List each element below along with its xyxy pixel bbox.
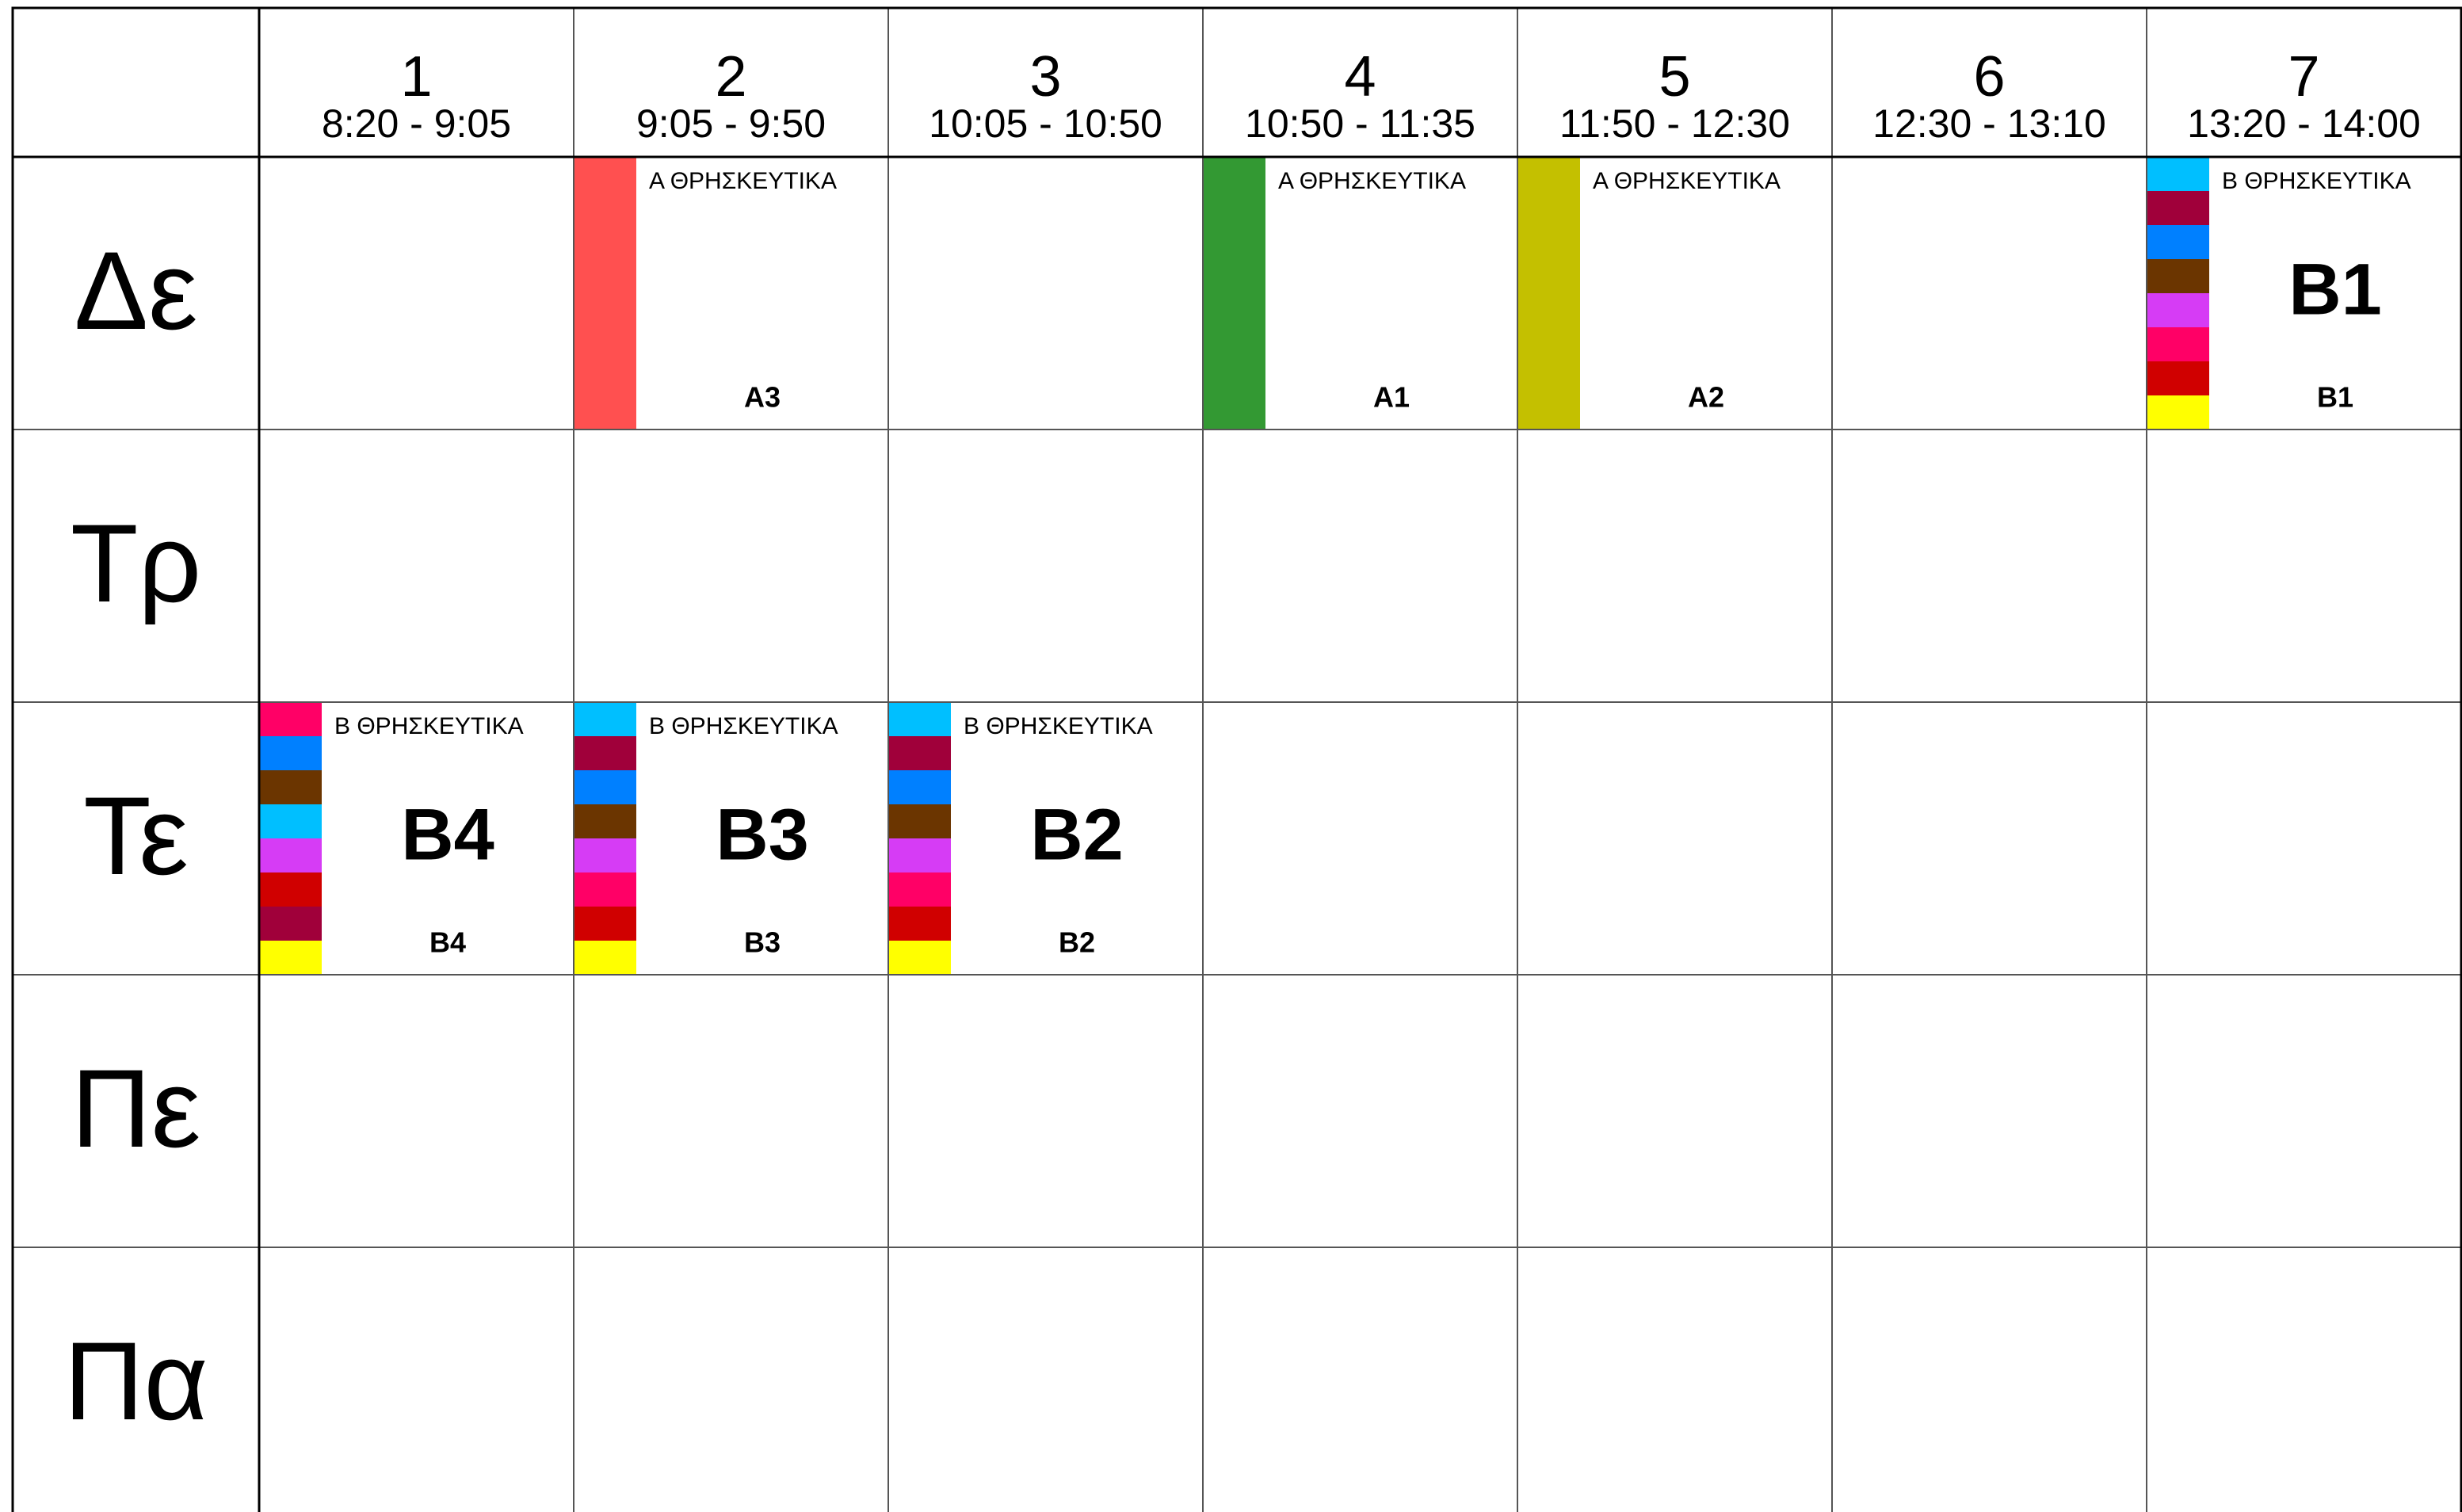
color-stripe — [574, 838, 636, 873]
color-stripe — [888, 872, 951, 907]
color-stripe — [888, 702, 951, 737]
period-time: 9:05 - 9:50 — [636, 101, 826, 146]
color-stripe — [259, 941, 322, 976]
period-number: 5 — [1659, 45, 1690, 109]
day-label: Τρ — [71, 501, 201, 625]
color-stripe — [2147, 395, 2209, 430]
color-stripe — [574, 941, 636, 976]
period-number: 6 — [1973, 45, 2005, 109]
subject-label: Α ΘΡΗΣΚΕΥΤΙΚΑ — [1593, 168, 1781, 194]
color-stripe — [2147, 225, 2209, 260]
color-stripe — [888, 804, 951, 839]
day-label: Τε — [83, 773, 189, 898]
color-stripe — [574, 157, 636, 430]
period-number: 3 — [1029, 45, 1061, 109]
subject-label: Α ΘΡΗΣΚΕΥΤΙΚΑ — [1278, 168, 1466, 194]
color-stripe — [1203, 157, 1265, 430]
color-stripe — [2147, 259, 2209, 294]
subject-label: Β ΘΡΗΣΚΕΥΤΙΚΑ — [649, 713, 838, 739]
class-label: Β4 — [429, 926, 466, 959]
period-number: 2 — [715, 45, 746, 109]
color-stripe — [888, 838, 951, 873]
color-stripe — [888, 736, 951, 771]
color-stripe — [2147, 327, 2209, 362]
color-stripe — [574, 702, 636, 737]
color-stripe — [574, 872, 636, 907]
color-stripe — [259, 770, 322, 805]
color-stripe — [259, 838, 322, 873]
color-stripe — [574, 804, 636, 839]
class-label: Α2 — [1688, 381, 1724, 414]
subject-label: Α ΘΡΗΣΚΕΥΤΙΚΑ — [649, 168, 837, 194]
color-stripe — [574, 907, 636, 941]
period-time: 8:20 - 9:05 — [322, 101, 511, 146]
color-stripe — [2147, 191, 2209, 226]
period-time: 11:50 - 12:30 — [1559, 101, 1790, 146]
period-time: 12:30 - 13:10 — [1872, 101, 2106, 146]
period-time: 13:20 - 14:00 — [2187, 101, 2421, 146]
subject-label: Β ΘΡΗΣΚΕΥΤΙΚΑ — [334, 713, 524, 739]
color-stripe — [1517, 157, 1580, 430]
period-time: 10:05 - 10:50 — [929, 101, 1162, 146]
day-label: Πε — [71, 1046, 201, 1170]
color-stripe — [888, 941, 951, 976]
color-stripe — [888, 770, 951, 805]
period-number: 1 — [400, 45, 432, 109]
group-title: Β1 — [2288, 249, 2382, 330]
subject-label: Β ΘΡΗΣΚΕΥΤΙΚΑ — [2222, 168, 2411, 194]
color-stripe — [2147, 293, 2209, 328]
group-title: Β4 — [401, 794, 494, 875]
color-stripe — [574, 770, 636, 805]
group-title: Β2 — [1030, 794, 1124, 875]
class-label: Α3 — [744, 381, 781, 414]
color-stripe — [574, 736, 636, 771]
period-number: 4 — [1344, 45, 1376, 109]
color-stripe — [259, 702, 322, 737]
class-label: Β3 — [744, 926, 781, 959]
color-stripe — [888, 907, 951, 941]
color-stripe — [259, 736, 322, 771]
class-label: Β2 — [1059, 926, 1095, 959]
period-time: 10:50 - 11:35 — [1245, 101, 1475, 146]
color-stripe — [2147, 361, 2209, 396]
day-label: Δε — [74, 228, 198, 353]
color-stripe — [2147, 157, 2209, 192]
group-title: Β3 — [716, 794, 809, 875]
period-number: 7 — [2288, 45, 2319, 109]
subject-label: Β ΘΡΗΣΚΕΥΤΙΚΑ — [964, 713, 1153, 739]
color-stripe — [259, 872, 322, 907]
color-stripe — [259, 907, 322, 941]
class-label: Β1 — [2317, 381, 2353, 414]
color-stripe — [259, 804, 322, 839]
table-frame — [11, 6, 2462, 1512]
class-label: Α1 — [1373, 381, 1410, 414]
day-label: Πα — [63, 1319, 208, 1443]
